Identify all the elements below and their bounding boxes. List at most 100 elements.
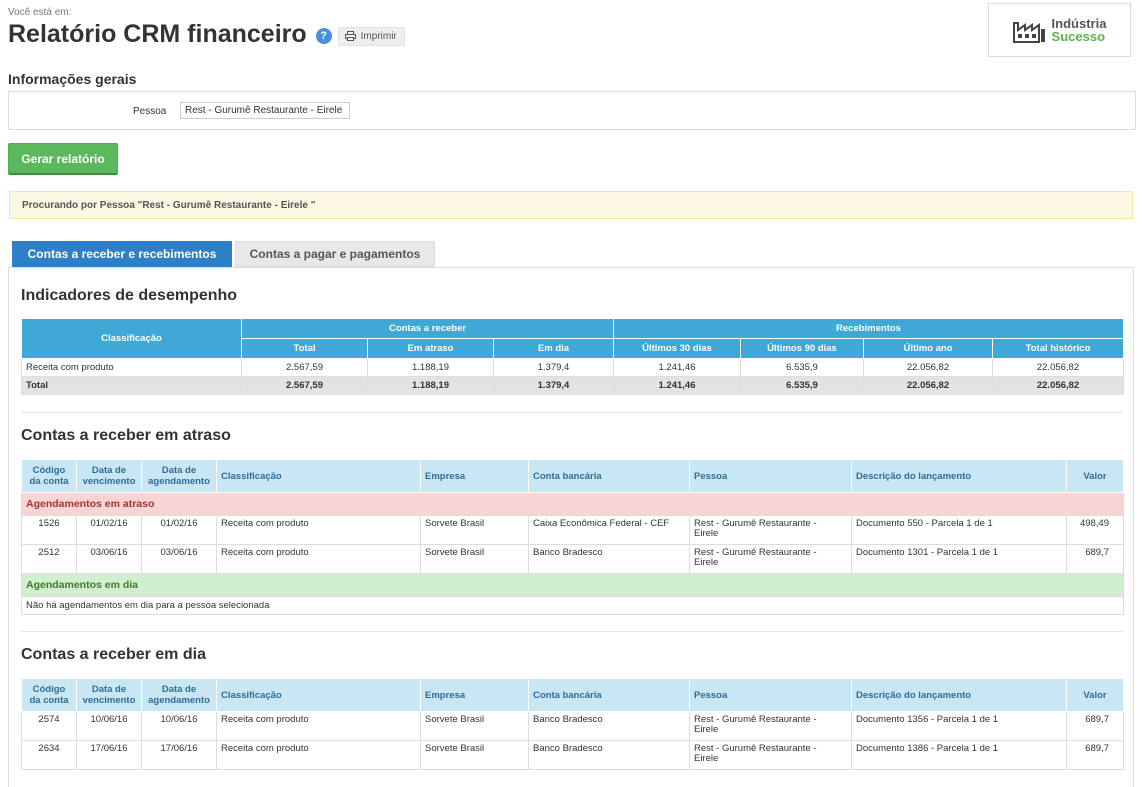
- cell: Agendamentos em dia: [21, 573, 1124, 597]
- cell: 1.241,46: [613, 358, 741, 377]
- general-info-heading: Informações gerais: [8, 71, 137, 87]
- cell: 6.535,9: [740, 358, 864, 377]
- overdue-table: Código da conta Data de vencimento Data de…: [21, 459, 1124, 615]
- cell: Rest - Gurumê Restaurante - Eirele: [689, 515, 852, 545]
- cell: 1.188,19: [367, 376, 494, 395]
- text-line: Indústria Sucesso: [1052, 17, 1107, 43]
- cell: Banco Bradesco: [528, 544, 690, 574]
- col-last90: Últimos 90 dias: [740, 338, 864, 359]
- ontime-table: Código da conta Data de vencimento Data de…: [21, 678, 1124, 770]
- group-late-row: Agendamentos em atraso: [21, 492, 1124, 516]
- text-line: Rest - Gurumê Restaurante -: [694, 714, 817, 725]
- help-icon[interactable]: ?: [315, 28, 332, 44]
- col-person: Pessoa: [689, 678, 852, 712]
- company-logo: Indústria Sucesso: [988, 3, 1131, 57]
- total-row: Total 2.567,59 1.188,19 1.379,4 1.241,46…: [21, 376, 1124, 395]
- logo-line2: Sucesso: [1051, 29, 1106, 44]
- cell: 1526: [21, 515, 77, 545]
- cell: Receita com produto: [216, 544, 421, 574]
- col-due-date: Data de vencimento: [76, 459, 142, 493]
- col-classification: Classificação: [216, 459, 421, 493]
- cell: Documento 1386 - Parcela 1 de 1: [851, 740, 1067, 770]
- divider: [21, 631, 1123, 632]
- divider: [21, 412, 1123, 413]
- cell: Documento 1301 - Parcela 1 de 1: [851, 544, 1067, 574]
- person-label: Pessoa: [133, 106, 167, 117]
- col-late: Em atraso: [367, 338, 494, 359]
- text-line: vencimento: [82, 476, 136, 487]
- text-line: Rest - Gurumê Restaurante -: [694, 743, 817, 754]
- text-line: da conta: [29, 695, 69, 706]
- cell: 689,7: [1066, 544, 1124, 574]
- text-line: Rest - Gurumê Restaurante -: [694, 518, 817, 529]
- print-label: Imprimir: [360, 30, 397, 42]
- group-receivables: Contas a receber: [241, 318, 614, 339]
- text-line: Código: [32, 465, 66, 476]
- cell: 03/06/16: [76, 544, 142, 574]
- cell: Sorvete Brasil: [420, 711, 529, 741]
- text-line: Código: [32, 684, 66, 695]
- col-value: Valor: [1066, 678, 1124, 712]
- generate-report-button[interactable]: Gerar relatório: [8, 143, 118, 175]
- cell: Não há agendamentos em dia para a pessoa…: [21, 596, 1124, 615]
- col-classification: Classificação: [21, 318, 242, 359]
- cell: Rest - Gurumê Restaurante - Eirele: [689, 740, 852, 770]
- cell: 22.056,82: [992, 376, 1124, 395]
- performance-table: Classificação Contas a receber Recebimen…: [21, 318, 1124, 395]
- cell: 10/06/16: [76, 711, 142, 741]
- tab-receivables[interactable]: Contas a receber e recebimentos: [12, 241, 232, 267]
- group-receipts: Recebimentos: [613, 318, 1124, 339]
- cell: 6.535,9: [740, 376, 864, 395]
- col-classification: Classificação: [216, 678, 421, 712]
- cell: Rest - Gurumê Restaurante - Eirele: [689, 544, 852, 574]
- col-lastyear: Último ano: [863, 338, 993, 359]
- cell: Sorvete Brasil: [420, 740, 529, 770]
- text-line: Eirele: [694, 557, 719, 568]
- tab-payables[interactable]: Contas a pagar e pagamentos: [235, 241, 435, 267]
- cell: Receita com produto: [216, 515, 421, 545]
- empty-row: Não há agendamentos em dia para a pessoa…: [21, 596, 1124, 615]
- col-code: Código da conta: [21, 678, 77, 712]
- col-company: Empresa: [420, 678, 529, 712]
- text-line: Eirele: [694, 528, 719, 539]
- general-info-box: Pessoa Rest - Gurumê Restaurante - Eirel…: [8, 91, 1136, 130]
- print-button[interactable]: Imprimir: [337, 26, 405, 46]
- text-line: Data de: [161, 465, 197, 476]
- col-history: Total histórico: [992, 338, 1124, 359]
- text-line: da conta: [29, 476, 69, 487]
- cell: Banco Bradesco: [528, 711, 690, 741]
- cell: Sorvete Brasil: [420, 515, 529, 545]
- col-person: Pessoa: [689, 459, 852, 493]
- col-company: Empresa: [420, 459, 529, 493]
- cell: 689,7: [1066, 740, 1124, 770]
- cell: 22.056,82: [992, 358, 1124, 377]
- col-schedule-date: Data de agendamento: [141, 678, 217, 712]
- col-value: Valor: [1066, 459, 1124, 493]
- cell: 17/06/16: [141, 740, 217, 770]
- breadcrumb: Você está em:: [8, 7, 72, 18]
- cell: 2574: [21, 711, 77, 741]
- table-row: 1526 01/02/16 01/02/16 Receita com produ…: [21, 515, 1124, 545]
- col-bank-account: Conta bancária: [528, 678, 690, 712]
- performance-heading: Indicadores de desempenho: [21, 287, 238, 304]
- col-description: Descrição do lançamento: [851, 678, 1067, 712]
- factory-icon: [1012, 22, 1045, 43]
- table-row: 2512 03/06/16 03/06/16 Receita com produ…: [21, 544, 1124, 574]
- col-description: Descrição do lançamento: [851, 459, 1067, 493]
- cell: 2.567,59: [241, 358, 368, 377]
- text-line: Eirele: [694, 753, 719, 764]
- cell: 1.188,19: [367, 358, 494, 377]
- cell: Banco Bradesco: [528, 740, 690, 770]
- text-line: Data de: [91, 465, 127, 476]
- page-title: Relatório CRM financeiro: [8, 20, 307, 48]
- col-schedule-date: Data de agendamento: [141, 459, 217, 493]
- cell: Documento 550 - Parcela 1 de 1: [851, 515, 1067, 545]
- text-line: vencimento: [82, 695, 136, 706]
- text-line: Eirele: [694, 724, 719, 735]
- person-field[interactable]: Rest - Gurumê Restaurante - Eirele: [180, 102, 351, 119]
- text-line: Rest - Gurumê Restaurante -: [694, 547, 817, 558]
- col-last30: Últimos 30 dias: [613, 338, 741, 359]
- cell: 22.056,82: [863, 358, 993, 377]
- overdue-heading: Contas a receber em atraso: [21, 427, 231, 444]
- cell: 17/06/16: [76, 740, 142, 770]
